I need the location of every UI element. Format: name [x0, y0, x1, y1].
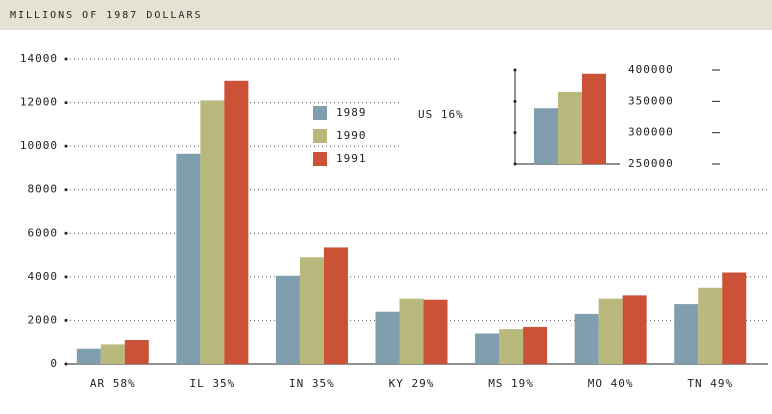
- y-tick-label: 14000: [20, 52, 58, 65]
- bar: [200, 100, 225, 365]
- tick-mark: [513, 131, 517, 135]
- inset-y-tick-label: 350000: [628, 94, 674, 107]
- bar: [598, 298, 623, 364]
- bar: [375, 311, 400, 364]
- tick-mark: [64, 275, 68, 279]
- y-tick-label: 6000: [28, 226, 59, 239]
- tick-mark: [64, 57, 68, 61]
- tick-mark: [64, 144, 68, 148]
- y-tick-label: 4000: [28, 270, 59, 283]
- inset-y-tick-label: 400000: [628, 63, 674, 76]
- bar: [523, 326, 548, 364]
- y-tick-label: 12000: [20, 96, 58, 109]
- x-tick-label: MO 40%: [588, 377, 634, 390]
- y-tick-label: 2000: [28, 313, 59, 326]
- header-band: [0, 0, 772, 30]
- tick-mark: [513, 68, 517, 72]
- bar: [399, 298, 424, 364]
- tick-mark: [64, 231, 68, 235]
- bar: [534, 108, 558, 164]
- inset-category-label: US 16%: [418, 108, 464, 121]
- legend-swatch: [313, 129, 327, 143]
- bar: [176, 153, 201, 364]
- legend-swatch: [313, 106, 327, 120]
- inset-y-tick-label: 250000: [628, 157, 674, 170]
- bar: [323, 247, 348, 364]
- inset-y-tick-label: 300000: [628, 126, 674, 139]
- bar: [76, 348, 101, 364]
- y-tick-label: 8000: [28, 183, 59, 196]
- bar: [698, 287, 723, 364]
- bar: [499, 329, 524, 364]
- tick-mark: [64, 101, 68, 105]
- x-tick-label: MS 19%: [488, 377, 534, 390]
- bar: [475, 333, 500, 364]
- tick-mark: [513, 99, 517, 103]
- chart-title: MILLIONS OF 1987 DOLLARS: [10, 10, 203, 21]
- y-tick-label: 10000: [20, 139, 58, 152]
- bar: [124, 340, 149, 364]
- bar: [582, 73, 606, 164]
- bar: [674, 304, 699, 364]
- tick-mark: [64, 188, 68, 192]
- bar: [574, 313, 599, 364]
- legend-swatch: [313, 152, 327, 166]
- tick-mark: [513, 162, 517, 166]
- bar: [722, 272, 747, 364]
- tick-mark: [64, 318, 68, 322]
- bar: [423, 299, 448, 364]
- x-tick-label: KY 29%: [389, 377, 435, 390]
- x-tick-label: AR 58%: [90, 377, 136, 390]
- bar: [100, 344, 125, 364]
- y-tick-label: 0: [50, 357, 58, 370]
- bar: [275, 275, 300, 364]
- bar: [224, 80, 249, 365]
- x-tick-label: IN 35%: [289, 377, 335, 390]
- bar: [558, 91, 582, 164]
- legend-label: 1991: [336, 152, 367, 165]
- bar: [299, 257, 324, 364]
- bar: [622, 295, 647, 364]
- x-tick-label: IL 35%: [189, 377, 235, 390]
- legend-label: 1990: [336, 129, 367, 142]
- legend-label: 1989: [336, 106, 367, 119]
- x-tick-label: TN 49%: [687, 377, 733, 390]
